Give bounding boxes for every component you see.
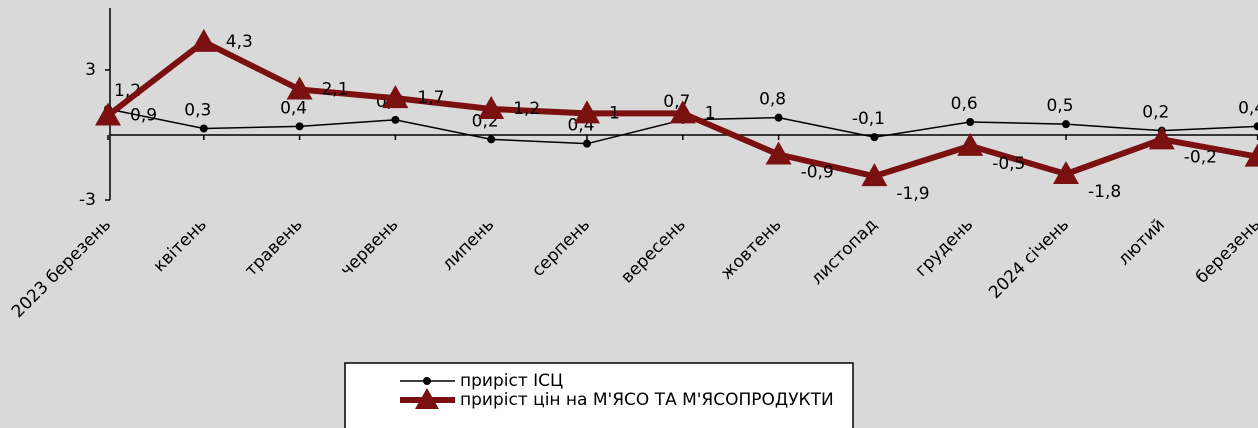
marker [199, 124, 208, 133]
y-tick-label: -3 [79, 190, 96, 210]
value-label: -1,9 [896, 184, 929, 204]
marker [190, 28, 217, 52]
value-label: 0,8 [759, 90, 786, 110]
marker [966, 118, 975, 126]
legend-marker [415, 388, 439, 409]
value-label: -1,8 [1088, 182, 1121, 202]
marker [1244, 143, 1258, 167]
value-label: 4,3 [226, 32, 253, 52]
marker [1148, 126, 1175, 150]
value-label: 1,7 [417, 88, 444, 108]
x-tick-label: листопад [807, 215, 881, 289]
marker [774, 113, 783, 122]
x-tick-label: березень [1192, 215, 1258, 288]
value-label: 1,2 [513, 99, 540, 119]
value-label: -0,9 [801, 163, 834, 183]
x-tick-label: 2024 січень [985, 215, 1073, 303]
x-tick-label: 2023 березень [8, 215, 115, 322]
value-label: 0,4 [1238, 98, 1258, 118]
legend-marker [423, 377, 431, 385]
marker [487, 135, 496, 144]
value-label: 2,1 [322, 80, 349, 100]
value-label: 0,2 [1142, 103, 1169, 123]
value-label: -0,1 [852, 109, 885, 129]
y-tick-label: 3 [85, 60, 96, 80]
marker [1062, 120, 1070, 129]
marker [574, 100, 600, 124]
marker [295, 122, 304, 131]
value-label: -0,5 [992, 154, 1025, 174]
x-tick-label: червень [337, 215, 403, 281]
marker [1053, 161, 1079, 184]
x-tick-label: вересень [617, 215, 690, 288]
marker [861, 163, 888, 187]
x-tick-label: липень [438, 215, 498, 275]
marker [478, 96, 505, 119]
marker [286, 76, 313, 100]
value-label: 0,9 [130, 106, 157, 126]
value-label: 0,4 [280, 98, 307, 118]
marker [382, 85, 409, 109]
value-label: 0,3 [184, 101, 211, 121]
x-tick-label: серпень [528, 215, 594, 281]
marker [957, 132, 984, 156]
marker [669, 100, 696, 124]
value-label: -0,2 [1184, 147, 1217, 167]
marker [765, 141, 792, 165]
x-tick-label: травень [241, 215, 307, 281]
marker [583, 139, 591, 148]
marker [391, 115, 400, 124]
value-label: 1 [705, 103, 716, 123]
value-label: 1 [609, 103, 620, 123]
value-label: 0,5 [1046, 96, 1073, 116]
x-tick-label: грудень [911, 215, 977, 281]
legend-label: приріст цін на М'ЯСО ТА М'ЯСОПРОДУКТИ [460, 390, 834, 410]
value-label: 0,6 [951, 94, 978, 114]
marker [870, 133, 879, 142]
x-tick-label: жовтень [717, 215, 786, 284]
marker [95, 102, 121, 126]
x-tick-label: лютий [1114, 215, 1169, 270]
marker [1253, 122, 1258, 131]
x-tick-label: квітень [150, 215, 211, 276]
legend-label: приріст ІСЦ [460, 371, 563, 391]
